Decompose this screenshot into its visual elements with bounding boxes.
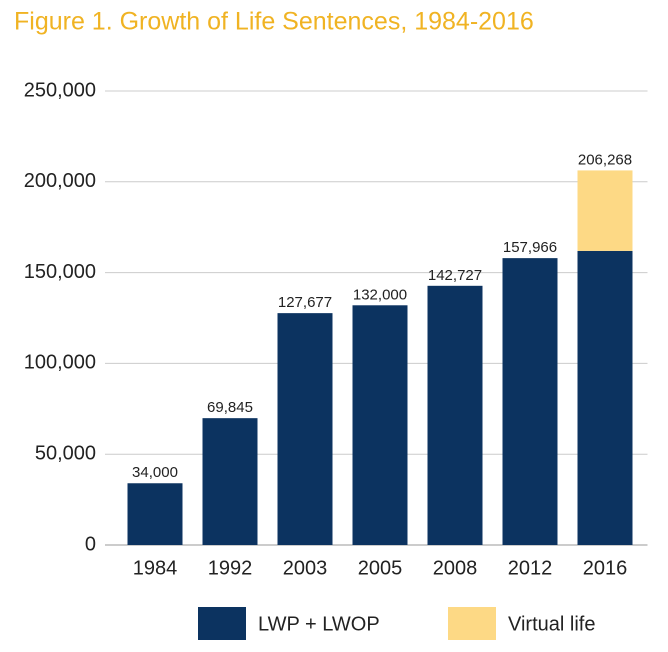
bar-segment (577, 170, 633, 251)
bar-segment (502, 258, 558, 545)
y-tick-label: 200,000 (24, 170, 96, 192)
y-tick-label: 150,000 (24, 261, 96, 283)
bar-segment (277, 313, 333, 545)
x-tick-label: 2008 (433, 557, 478, 579)
chart-title: Figure 1. Growth of Life Sentences, 1984… (14, 8, 534, 36)
value-label: 142,727 (428, 267, 482, 284)
value-label: 157,966 (503, 239, 557, 256)
legend-swatch (198, 607, 246, 640)
bar-segment (352, 305, 408, 545)
bar-segment (127, 483, 183, 545)
y-tick-label: 50,000 (35, 442, 96, 464)
x-tick-label: 2012 (508, 557, 553, 579)
value-label: 132,000 (353, 286, 407, 303)
x-tick-label: 1992 (208, 557, 253, 579)
bar-segment (577, 250, 633, 545)
bar-segment (427, 285, 483, 545)
legend-label: LWP + LWOP (258, 613, 380, 635)
total-label: 206,268 (578, 151, 632, 168)
legend-swatch (448, 607, 496, 640)
legend-label: Virtual life (508, 613, 595, 635)
x-tick-label: 2003 (283, 557, 328, 579)
value-label: 69,845 (207, 399, 253, 416)
value-label: 34,000 (132, 464, 178, 481)
x-tick-label: 1984 (133, 557, 178, 579)
x-tick-label: 2016 (583, 557, 628, 579)
y-tick-label: 250,000 (24, 79, 96, 101)
x-tick-label: 2005 (358, 557, 403, 579)
y-tick-label: 0 (85, 533, 96, 555)
y-tick-label: 100,000 (24, 352, 96, 374)
value-label: 127,677 (278, 294, 332, 311)
bar-segment (202, 418, 258, 545)
